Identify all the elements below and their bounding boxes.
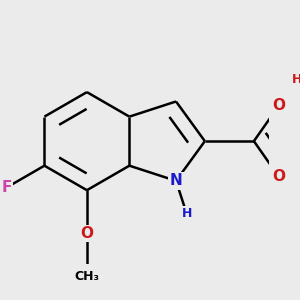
Text: H: H (292, 73, 300, 86)
Text: O: O (80, 226, 93, 241)
Text: O: O (272, 169, 285, 184)
Text: H: H (182, 207, 192, 220)
Text: CH₃: CH₃ (74, 270, 99, 283)
Text: N: N (169, 173, 182, 188)
Text: F: F (2, 180, 12, 195)
Text: O: O (272, 98, 285, 113)
